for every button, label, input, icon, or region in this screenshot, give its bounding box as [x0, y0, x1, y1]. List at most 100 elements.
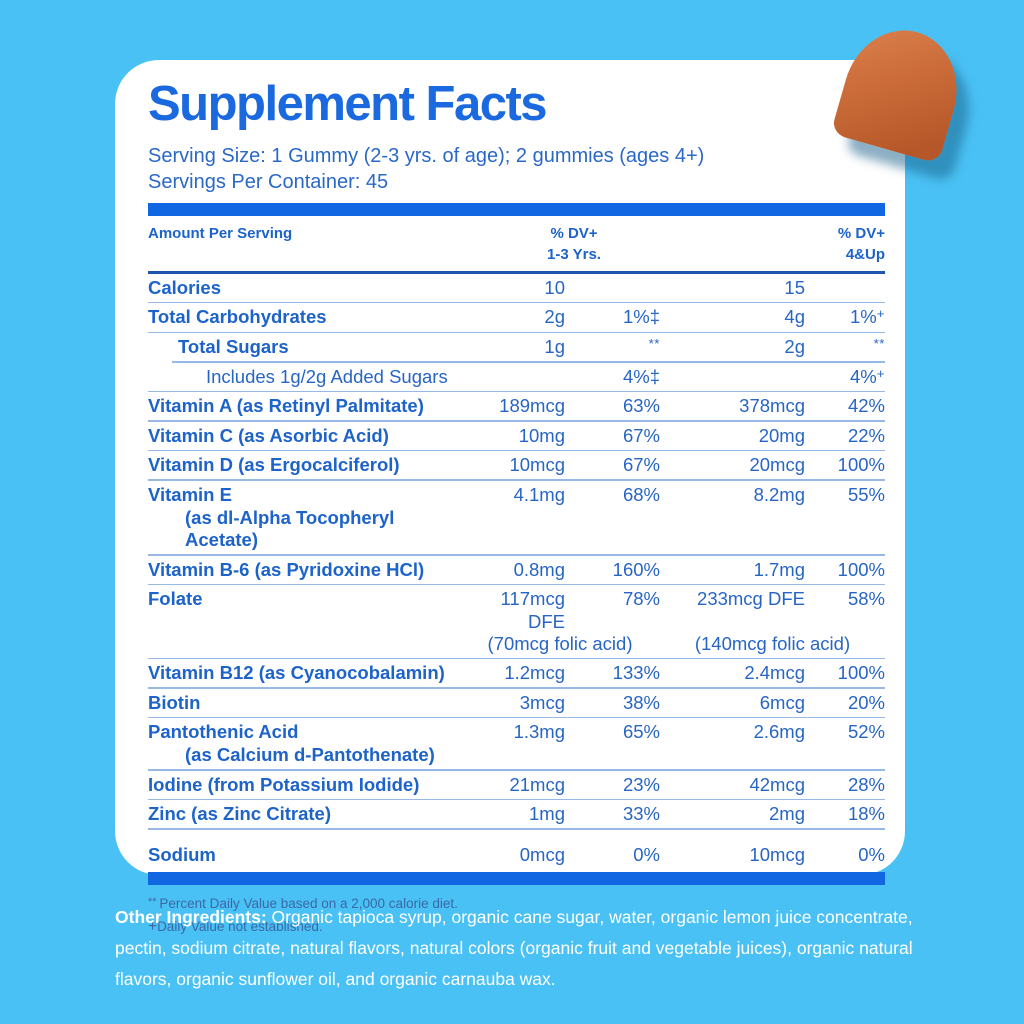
- nutrient-name: Vitamin A (as Retinyl Palmitate): [148, 395, 424, 417]
- dv-1-3yrs: 4%‡: [622, 365, 660, 387]
- dv-1-3yrs: 1%‡: [622, 306, 660, 328]
- amount-4up: 6mcg: [759, 691, 805, 713]
- nutrient-row: Biotin 3mcg 38% 6mcg 20%: [148, 689, 885, 719]
- nutrient-name: Zinc (as Zinc Citrate): [148, 803, 331, 825]
- dv-1-3yrs: 65%: [622, 721, 660, 743]
- nutrient-name: Vitamin C (as Asorbic Acid): [148, 424, 389, 446]
- dv-1-3yrs: 63%: [622, 395, 660, 417]
- nutrient-row: Total Sugars 1g ** 2g **: [148, 333, 885, 363]
- dv-4up: 52%: [847, 721, 885, 743]
- footnote-dv-not-established: +Daily Value not established.: [148, 918, 323, 936]
- dv-4up: 58%: [847, 588, 885, 610]
- dv-1-3yrs: 67%: [622, 454, 660, 476]
- amount-1-3yrs: 4.1mg: [513, 483, 565, 505]
- nutrient-row: Folate 117mcg DFE 78% 233mcg DFE 58% (70mcg f…: [148, 585, 885, 660]
- dv-1-3yrs: **: [648, 336, 660, 352]
- amount-4up: 1.7mg: [753, 558, 805, 580]
- nutrient-name: Vitamin D (as Ergocalciferol): [148, 454, 400, 476]
- amount-1-3yrs: 10mcg: [509, 454, 565, 476]
- panel-title: Supplement Facts: [148, 77, 548, 131]
- amount-1-3yrs: 1mg: [529, 803, 565, 825]
- dv-1-3yrs: 38%: [622, 691, 660, 713]
- nutrient-row: Includes 1g/2g Added Sugars 4%‡ 4%+: [148, 363, 885, 393]
- amount-4up: 378mcg: [739, 395, 805, 417]
- nutrient-name: Total Sugars: [178, 336, 289, 358]
- amount-1-3yrs-subline: (70mcg folic acid): [487, 633, 633, 655]
- amount-1-3yrs: 21mcg: [509, 773, 565, 795]
- amount-1-3yrs: 0.8mg: [513, 558, 565, 580]
- amount-4up: 2.4mcg: [744, 662, 805, 684]
- other-ingredients-paragraph: Other Ingredients: Organic tapioca syrup…: [115, 902, 925, 995]
- nutrient-row: Pantothenic Acid (as Calcium d-Pantothena…: [148, 718, 885, 771]
- nutrient-row: Calories 10 15: [148, 274, 885, 304]
- nutrient-row: Vitamin D (as Ergocalciferol) 10mcg 67% 20m…: [148, 451, 885, 481]
- nutrient-row: Vitamin B12 (as Cyanocobalamin) 1.2mcg 133…: [148, 659, 885, 689]
- dv-4up: 0%: [858, 843, 885, 865]
- dv-1-3yrs: 0%: [633, 843, 660, 865]
- amount-4up-subline: (140mcg folic acid): [694, 633, 851, 655]
- dv-4up: 28%: [847, 773, 885, 795]
- amount-4up: 2.6mg: [753, 721, 805, 743]
- nutrient-row: Iodine (from Potassium Iodide) 21mcg 23% 42…: [148, 771, 885, 801]
- nutrient-name: Iodine (from Potassium Iodide): [148, 773, 420, 795]
- nutrient-name: Sodium: [148, 843, 216, 865]
- nutrient-name: Vitamin B12 (as Cyanocobalamin): [148, 662, 445, 684]
- amount-1-3yrs: 1.2mcg: [504, 662, 565, 684]
- nutrient-name: Pantothenic Acid (as Calcium d-Pantothena…: [148, 721, 435, 766]
- nutrient-name: Vitamin B-6 (as Pyridoxine HCl): [148, 558, 425, 580]
- amount-1-3yrs: 1.3mg: [513, 721, 565, 743]
- dv-4up: 22%: [847, 424, 885, 446]
- serving-info: Serving Size: 1 Gummy (2-3 yrs. of age);…: [148, 143, 885, 195]
- dv-1-3yrs: 133%: [612, 662, 660, 684]
- amount-4up: 20mcg: [749, 454, 805, 476]
- other-ingredients-text: Organic tapioca syrup, organic cane suga…: [115, 907, 913, 990]
- nutrient-row: Vitamin A (as Retinyl Palmitate) 189mcg 63…: [148, 392, 885, 422]
- nutrient-table: Calories 10 15 Total Carbohydrates 2g 1%‡ 4g 1%…: [148, 274, 885, 870]
- amount-1-3yrs: 117mcg DFE: [500, 588, 565, 632]
- dv-1-3yrs: 67%: [622, 424, 660, 446]
- nutrient-row: Zinc (as Zinc Citrate) 1mg 33% 2mg 18%: [148, 800, 885, 830]
- dv-4up: 1%+: [849, 306, 885, 328]
- divider-bar-top: [148, 202, 885, 216]
- dv-1-3yrs: 78%: [622, 588, 660, 610]
- amount-4up: 8.2mg: [753, 483, 805, 505]
- table-header-row: Amount Per Serving % DV+ 1-3 Yrs. % DV+ …: [148, 216, 885, 274]
- nutrient-row: Vitamin C (as Asorbic Acid) 10mg 67% 20mg 22…: [148, 422, 885, 452]
- serving-size-text: Serving Size: 1 Gummy (2-3 yrs. of age);…: [148, 144, 705, 167]
- header-amount-per-serving: Amount Per Serving: [148, 224, 293, 242]
- dv-4up: 55%: [847, 483, 885, 505]
- dv-4up: 100%: [837, 662, 885, 684]
- dv-1-3yrs: 68%: [622, 483, 660, 505]
- amount-4up: 2mg: [769, 803, 805, 825]
- divider-bar-bottom: [148, 872, 885, 886]
- amount-1-3yrs: 2g: [544, 306, 565, 328]
- dv-4up: 100%: [837, 454, 885, 476]
- other-ingredients-label: Other Ingredients:: [115, 907, 267, 927]
- nutrient-row: Total Carbohydrates 2g 1%‡ 4g 1%+: [148, 303, 885, 333]
- amount-4up: 10mcg: [749, 843, 805, 865]
- amount-4up: 2g: [784, 336, 805, 358]
- nutrient-name: Biotin: [148, 691, 201, 713]
- dv-4up: 42%: [847, 395, 885, 417]
- nutrient-row: Vitamin B-6 (as Pyridoxine HCl) 0.8mg 160%…: [148, 556, 885, 586]
- amount-4up: 20mg: [758, 424, 805, 446]
- header-dv-4up: % DV+ 4&Up: [837, 224, 885, 263]
- footnotes: ** Percent Daily Value based on a 2,000 c…: [148, 894, 885, 939]
- amount-1-3yrs: 0mcg: [519, 843, 565, 865]
- amount-1-3yrs: 1g: [544, 336, 565, 358]
- nutrient-name: Vitamin E (as dl-Alpha Tocopheryl Acetate…: [148, 483, 395, 551]
- supplement-facts-panel: Supplement Facts Serving Size: 1 Gummy (…: [115, 60, 905, 935]
- amount-4up: 42mcg: [749, 773, 805, 795]
- amount-4up: 233mcg DFE: [697, 588, 805, 610]
- dv-4up: 100%: [837, 558, 885, 580]
- nutrient-row: Vitamin E (as dl-Alpha Tocopheryl Acetate…: [148, 481, 885, 556]
- nutrient-name: Includes 1g/2g Added Sugars: [206, 365, 448, 387]
- amount-4up: 4g: [784, 306, 805, 328]
- dv-4up: 20%: [847, 691, 885, 713]
- amount-1-3yrs: 10: [544, 276, 565, 298]
- amount-1-3yrs: 10mg: [518, 424, 565, 446]
- servings-per-container-text: Servings Per Container: 45: [148, 170, 389, 193]
- nutrient-name: Calories: [148, 276, 222, 298]
- dv-4up: 4%+: [849, 365, 885, 387]
